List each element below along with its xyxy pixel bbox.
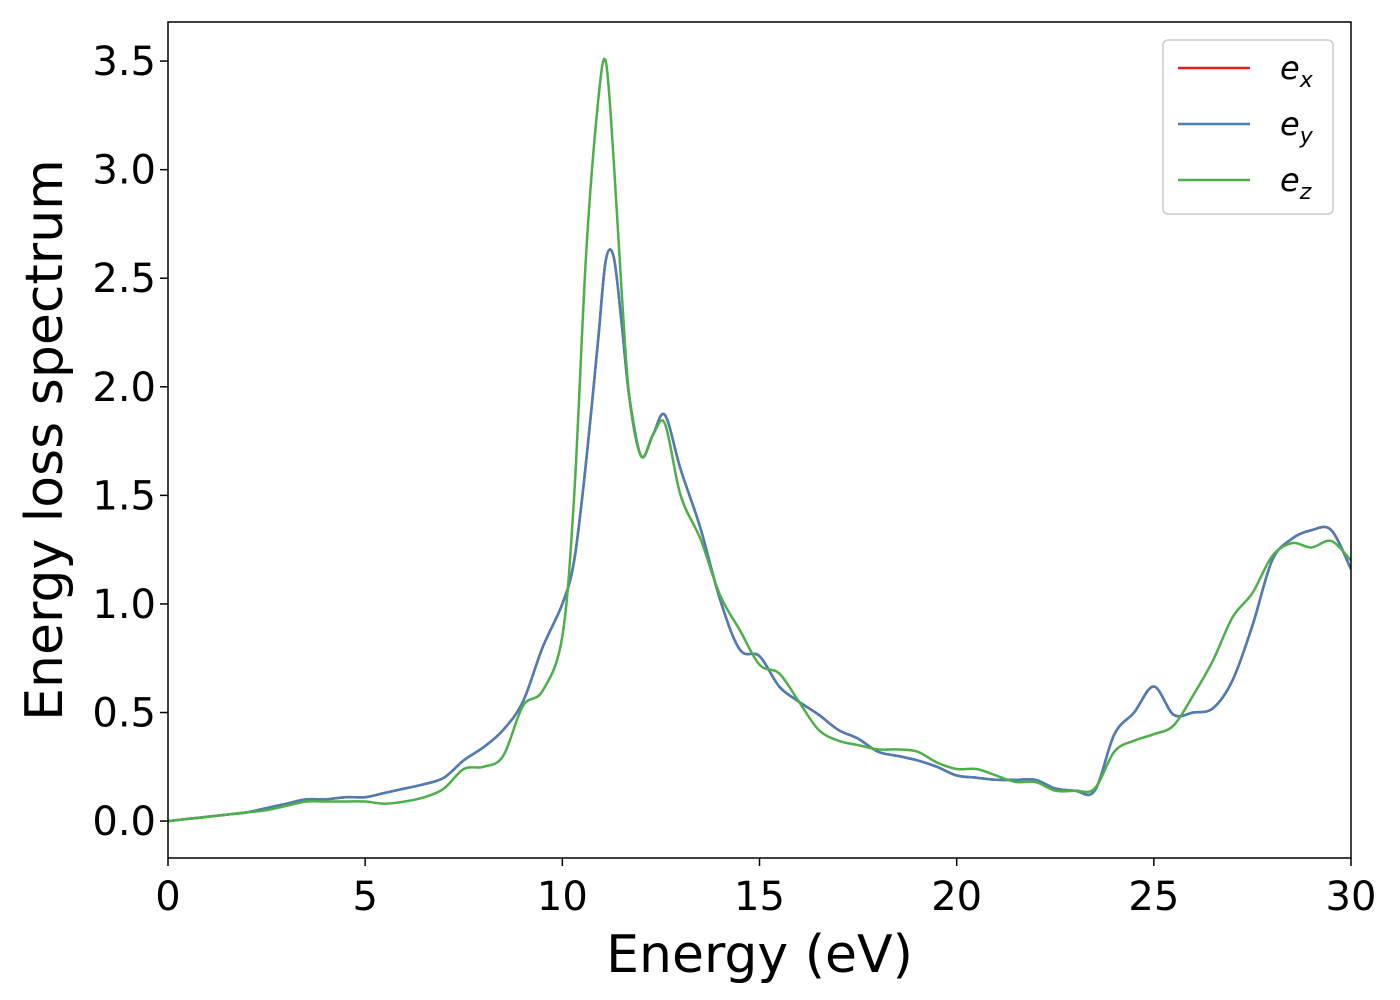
y-tick-label: 0.0 — [92, 799, 156, 845]
y-tick-label: 2.5 — [92, 256, 156, 302]
x-tick-label: 20 — [931, 874, 982, 920]
y-tick-label: 0.5 — [92, 691, 156, 737]
y-tick-label: 3.5 — [92, 39, 156, 85]
legend-label-y: ey — [1280, 105, 1314, 149]
x-tick-label: 30 — [1326, 874, 1377, 920]
series-line-y — [168, 248, 1351, 823]
y-axis-ticks: 0.0 0.5 1.0 1.5 2.0 2.5 3.0 3.5 — [92, 39, 168, 845]
series-layer — [168, 57, 1351, 823]
legend-label-x: ex — [1280, 49, 1314, 93]
legend-label-z: ez — [1280, 161, 1312, 205]
y-axis-label: Energy loss spectrum — [15, 159, 75, 721]
legend-box — [1162, 39, 1334, 215]
x-axis-ticks: 0 5 10 15 20 25 30 — [155, 858, 1376, 920]
x-tick-label: 10 — [537, 874, 588, 920]
y-tick-label: 3.0 — [92, 148, 156, 194]
x-axis-label: Energy (eV) — [606, 925, 913, 985]
y-tick-label: 2.0 — [92, 365, 156, 411]
x-tick-label: 5 — [352, 874, 377, 920]
x-tick-label: 25 — [1128, 874, 1179, 920]
x-tick-label: 15 — [734, 874, 785, 920]
y-tick-label: 1.5 — [92, 473, 156, 519]
series-line-z — [168, 57, 1351, 823]
series-line-x — [168, 248, 1351, 823]
x-tick-label: 0 — [155, 874, 180, 920]
legend: ex ey ez — [1162, 39, 1334, 215]
y-tick-label: 1.0 — [92, 582, 156, 628]
